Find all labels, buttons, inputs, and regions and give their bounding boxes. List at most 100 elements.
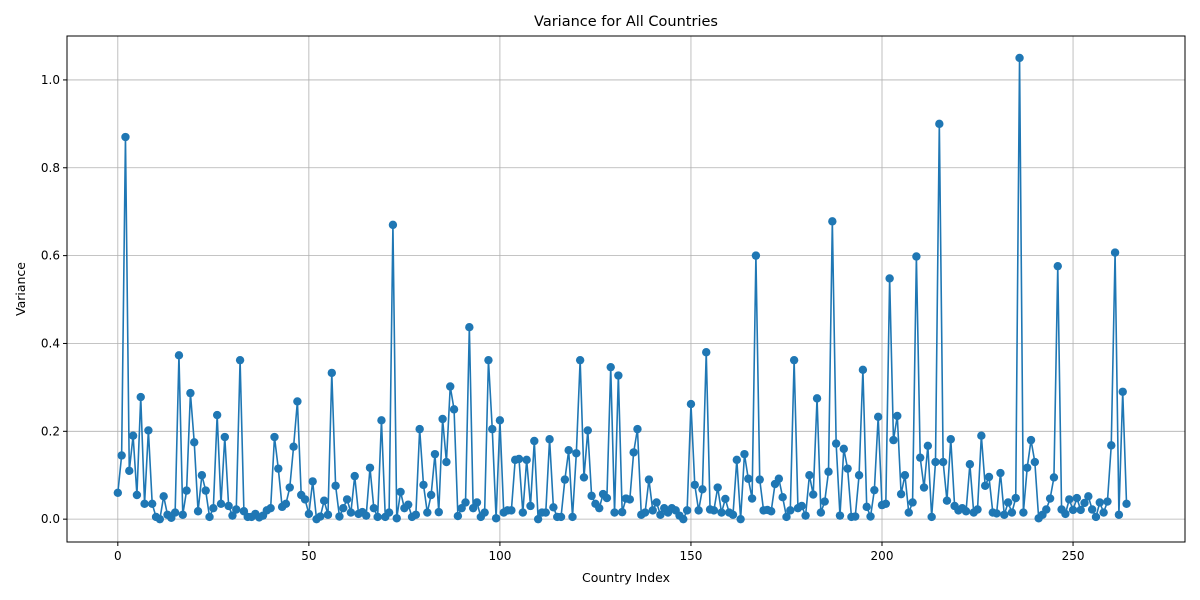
data-point bbox=[308, 477, 317, 486]
data-point bbox=[782, 512, 791, 522]
data-point bbox=[1084, 492, 1093, 501]
data-point bbox=[335, 512, 344, 521]
data-point bbox=[1065, 495, 1074, 504]
data-point bbox=[931, 457, 940, 467]
data-point bbox=[136, 392, 145, 402]
data-point bbox=[1019, 508, 1028, 517]
data-point bbox=[996, 468, 1005, 478]
data-point bbox=[270, 432, 279, 442]
data-point bbox=[938, 457, 948, 467]
y-tick-label: 0.6 bbox=[41, 249, 60, 263]
data-point bbox=[533, 514, 543, 524]
data-point bbox=[1042, 505, 1051, 514]
data-point bbox=[327, 368, 336, 378]
data-point bbox=[961, 507, 971, 516]
data-point bbox=[1045, 494, 1055, 503]
data-point bbox=[942, 496, 952, 505]
data-point bbox=[1076, 505, 1085, 515]
data-point bbox=[1022, 463, 1032, 472]
data-point bbox=[736, 514, 745, 524]
data-point bbox=[560, 475, 570, 484]
data-point bbox=[579, 473, 589, 482]
data-point bbox=[648, 506, 657, 515]
data-point bbox=[893, 411, 902, 421]
data-point bbox=[186, 388, 195, 398]
data-point bbox=[900, 471, 910, 480]
data-point bbox=[446, 382, 455, 391]
data-point bbox=[801, 511, 810, 520]
data-point bbox=[434, 507, 443, 517]
data-point bbox=[843, 464, 852, 473]
data-point bbox=[319, 496, 329, 505]
data-point bbox=[174, 351, 184, 360]
data-point bbox=[182, 486, 191, 495]
data-point bbox=[530, 436, 539, 446]
y-tick-label: 1.0 bbox=[41, 73, 60, 87]
data-point bbox=[488, 424, 497, 434]
x-tick-label: 100 bbox=[488, 549, 511, 563]
data-point bbox=[1114, 510, 1124, 519]
data-point bbox=[342, 495, 352, 504]
data-point bbox=[831, 439, 841, 448]
data-point bbox=[717, 508, 726, 517]
data-point bbox=[980, 481, 990, 490]
data-point bbox=[835, 511, 845, 520]
data-point bbox=[415, 424, 424, 434]
y-tick-label: 0.4 bbox=[41, 336, 60, 350]
x-tick-label: 50 bbox=[301, 549, 316, 563]
data-point bbox=[293, 397, 302, 406]
data-point bbox=[304, 509, 314, 519]
data-point bbox=[423, 508, 432, 517]
y-axis-label: Variance bbox=[13, 262, 28, 316]
data-point bbox=[392, 514, 401, 523]
data-point bbox=[323, 510, 333, 519]
data-point bbox=[919, 483, 929, 492]
x-tick-label: 250 bbox=[1062, 549, 1085, 563]
data-point bbox=[912, 252, 921, 261]
data-point bbox=[935, 119, 944, 129]
data-point bbox=[144, 426, 153, 435]
data-point bbox=[274, 464, 283, 473]
data-point bbox=[568, 512, 577, 522]
x-tick-label: 150 bbox=[680, 549, 703, 563]
chart-title: Variance for All Countries bbox=[534, 14, 718, 30]
data-point bbox=[595, 503, 604, 513]
data-point bbox=[339, 503, 348, 513]
plot-frame bbox=[66, 35, 1186, 543]
data-point bbox=[316, 512, 325, 521]
data-point bbox=[1107, 441, 1116, 450]
data-point bbox=[350, 471, 359, 481]
data-point bbox=[694, 506, 703, 515]
data-point bbox=[228, 511, 237, 520]
data-point bbox=[212, 410, 222, 420]
data-point bbox=[805, 471, 814, 480]
data-point bbox=[1122, 499, 1131, 508]
data-point bbox=[633, 424, 642, 434]
data-point bbox=[1053, 261, 1062, 271]
data-point bbox=[235, 355, 245, 365]
data-point bbox=[625, 495, 635, 504]
data-point bbox=[698, 485, 707, 494]
data-point bbox=[281, 499, 291, 508]
data-point bbox=[656, 510, 665, 519]
data-point bbox=[602, 493, 612, 503]
data-point bbox=[774, 474, 784, 483]
data-point bbox=[128, 431, 138, 440]
data-point bbox=[549, 503, 558, 512]
data-point bbox=[384, 508, 394, 517]
data-point bbox=[419, 480, 428, 490]
data-point bbox=[514, 454, 524, 464]
data-point bbox=[491, 514, 501, 523]
data-point bbox=[1049, 473, 1059, 482]
data-point bbox=[1110, 248, 1120, 257]
data-point bbox=[190, 438, 199, 447]
data-point bbox=[480, 508, 489, 517]
data-point bbox=[927, 512, 936, 522]
data-series bbox=[113, 53, 1131, 524]
data-point bbox=[809, 490, 818, 499]
data-point bbox=[201, 486, 210, 495]
data-point bbox=[640, 508, 650, 517]
data-point bbox=[709, 506, 719, 515]
data-point bbox=[1007, 508, 1017, 517]
data-point bbox=[786, 506, 795, 515]
